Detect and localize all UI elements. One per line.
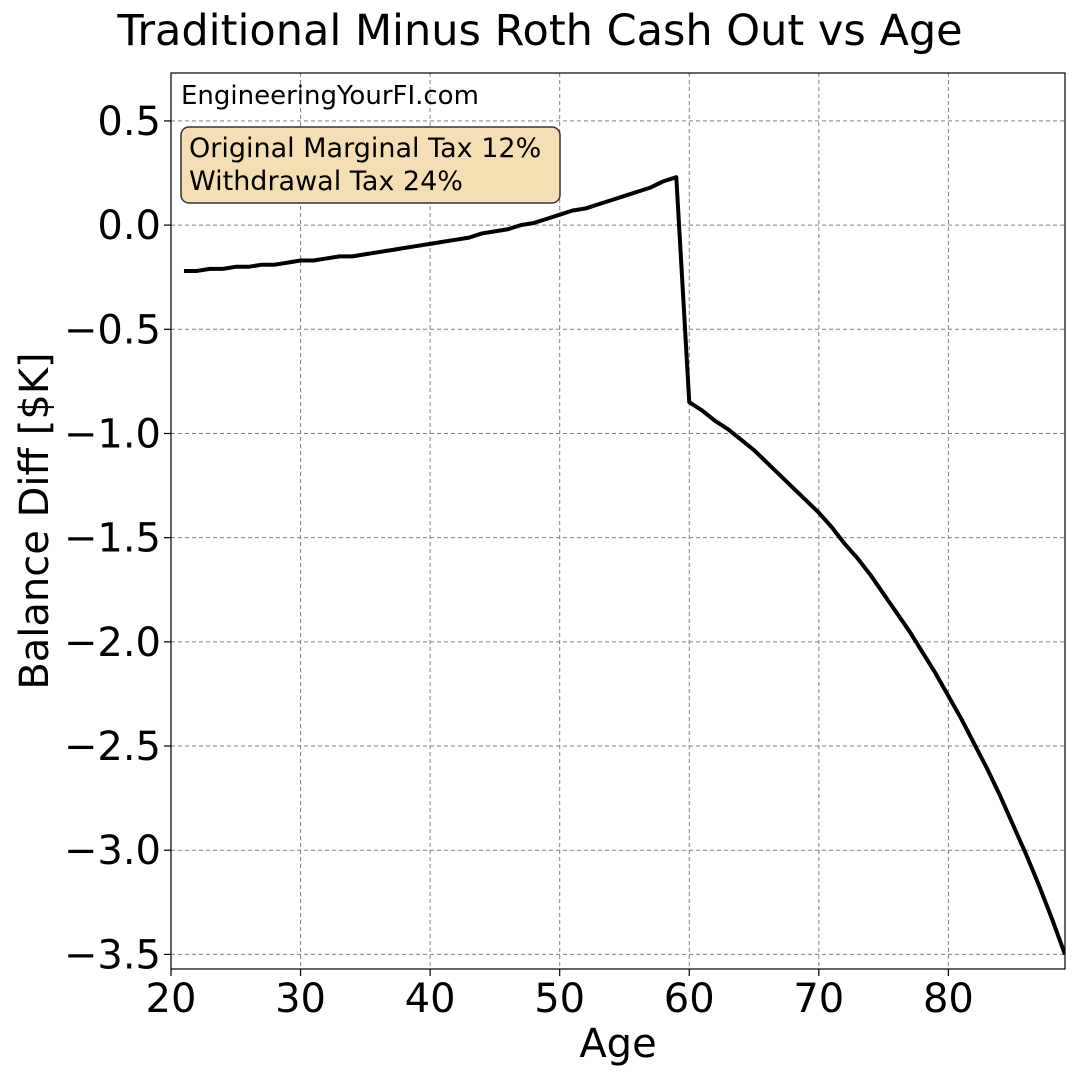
x-tick-label: 50	[534, 976, 585, 1022]
x-tick-label: 20	[146, 976, 197, 1022]
y-tick-label: 0.5	[97, 99, 161, 145]
plot-frame	[170, 72, 1066, 970]
annotation-line: Withdrawal Tax 24%	[189, 166, 463, 197]
chart-title: Traditional Minus Roth Cash Out vs Age	[116, 6, 962, 56]
x-tick-label: 60	[664, 976, 715, 1022]
y-tick-label: −1.5	[64, 516, 161, 562]
y-tick-label: −0.5	[64, 307, 161, 353]
y-tick-label: −1.0	[64, 411, 161, 457]
x-tick-label: 80	[923, 976, 974, 1022]
x-axis-label: Age	[579, 1021, 656, 1067]
y-tick-label: 0.0	[97, 203, 161, 249]
annotation-box	[180, 126, 561, 204]
x-tick-label: 40	[405, 976, 456, 1022]
y-axis-label: Balance Diff [$K]	[12, 352, 58, 689]
y-tick-label: −3.0	[64, 828, 161, 874]
annotation-line: Original Marginal Tax 12%	[189, 133, 541, 164]
y-tick-label: −2.0	[64, 620, 161, 666]
x-tick-label: 70	[793, 976, 844, 1022]
plot	[183, 175, 1065, 956]
y-tick-label: −3.5	[64, 932, 161, 978]
data-line	[183, 175, 1065, 956]
x-tick-label: 30	[275, 976, 326, 1022]
y-tick-label: −2.5	[64, 724, 161, 770]
watermark: EngineeringYourFI.com	[181, 81, 479, 111]
grid	[170, 73, 1065, 969]
